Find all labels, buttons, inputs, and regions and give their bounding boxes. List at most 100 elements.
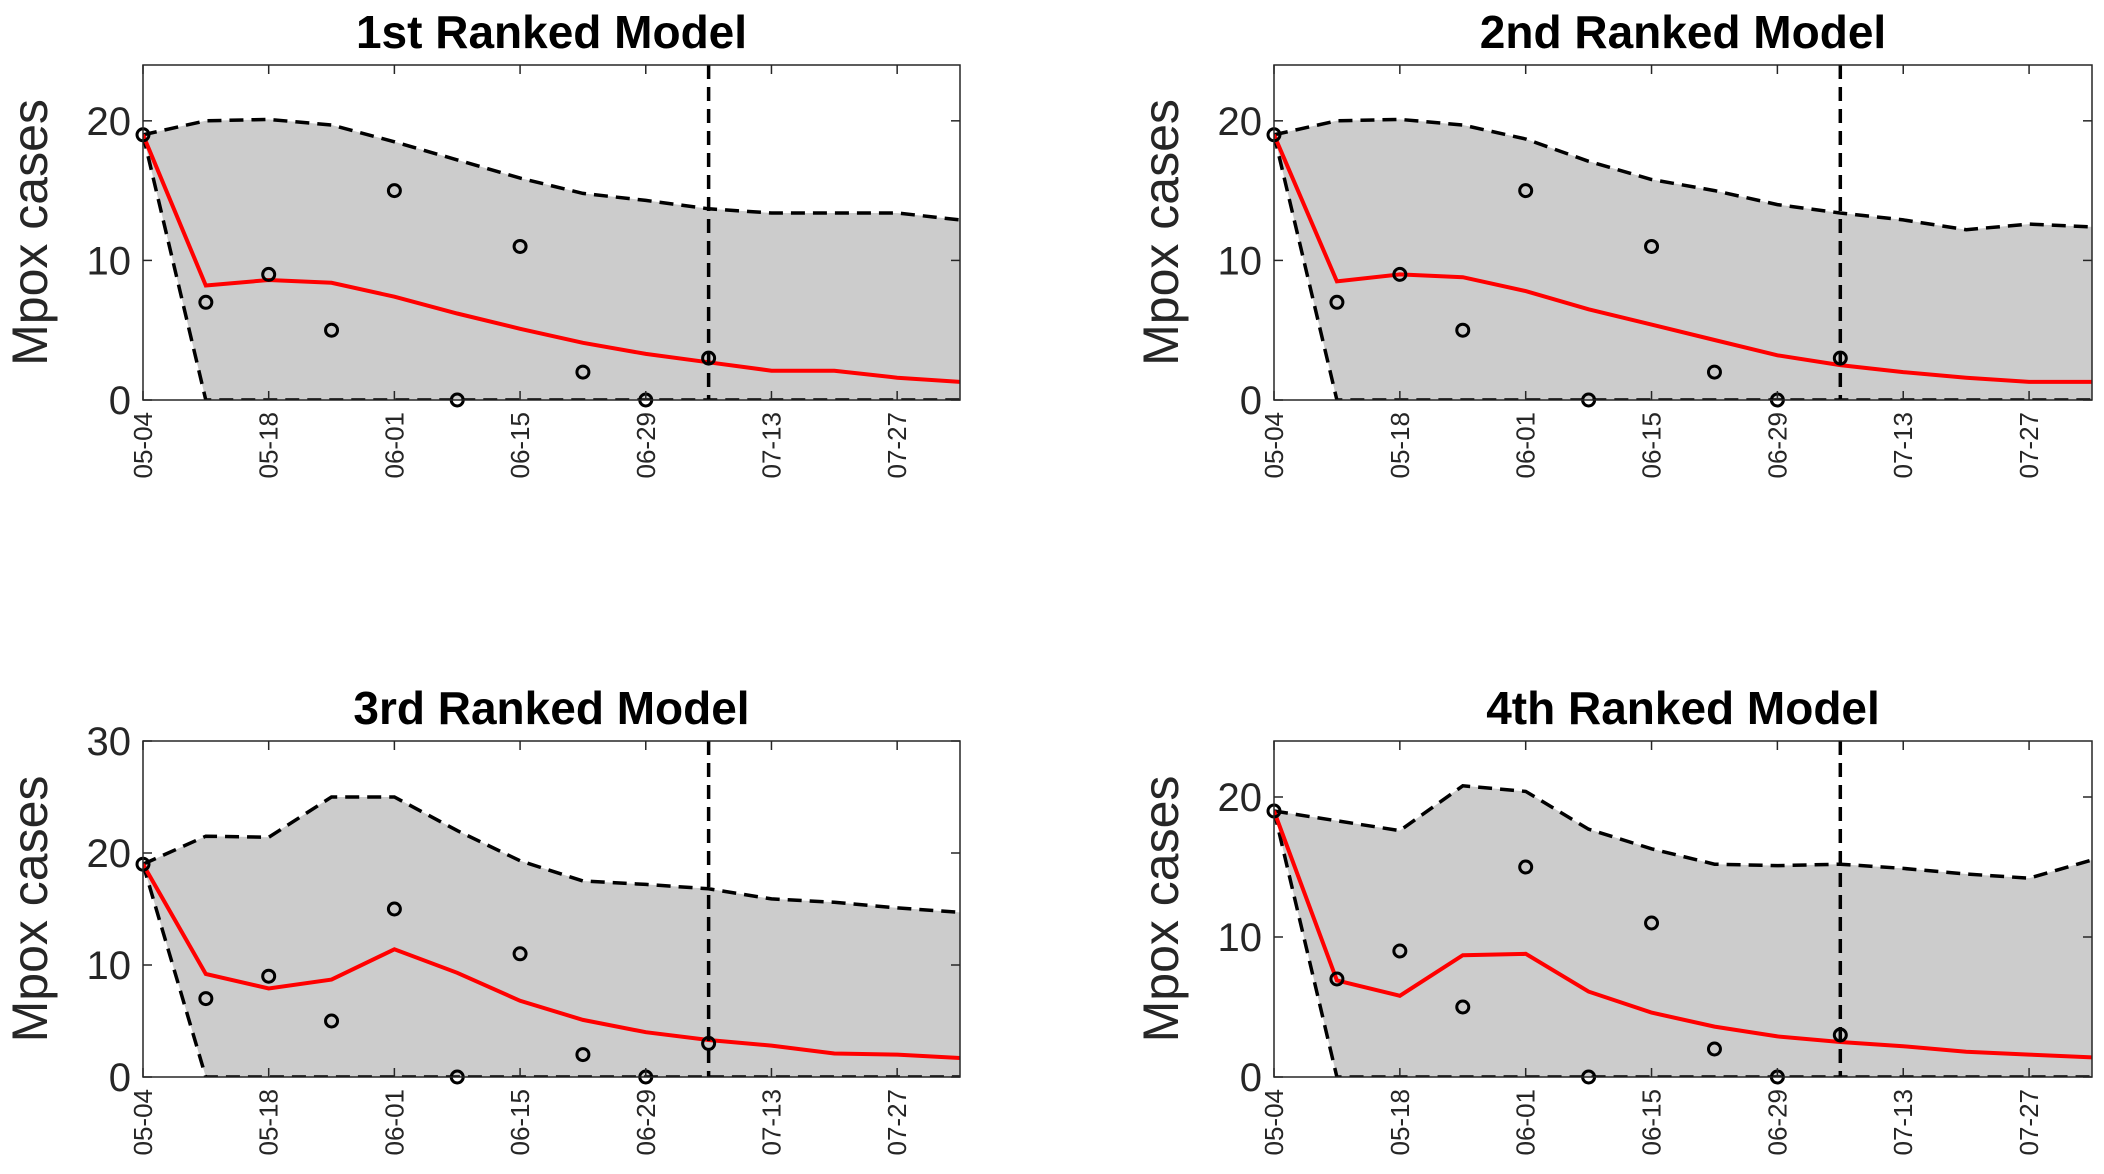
y-tick-label: 0 — [1240, 379, 1262, 423]
x-tick-label: 06-29 — [1762, 412, 1792, 479]
x-tick-label: 07-13 — [756, 1089, 786, 1156]
observed-point — [198, 991, 214, 1007]
observed-point — [1644, 915, 1660, 931]
y-tick-label: 0 — [109, 1056, 131, 1100]
x-tick-label: 06-29 — [1762, 1089, 1792, 1156]
axes-box — [1273, 64, 2093, 401]
observed-point — [701, 350, 717, 366]
observed-point — [324, 322, 340, 338]
axes-box — [142, 740, 961, 1078]
observed-point — [386, 183, 402, 199]
plot-area — [1274, 117, 2092, 400]
y-axis-label: Mpox cases — [2, 99, 58, 366]
upper-bound-line — [1274, 117, 2092, 232]
axes-box — [1273, 740, 2093, 1078]
x-tick-label: 05-04 — [128, 1089, 158, 1156]
chart-title: 4th Ranked Model — [1486, 682, 1880, 734]
observed-point — [1455, 999, 1471, 1015]
observed-point — [386, 901, 402, 917]
observed-point — [1518, 859, 1534, 875]
x-tick-label: 07-27 — [2014, 1089, 2044, 1156]
median-forecast-line — [1274, 134, 2092, 384]
uncertainty-band — [1274, 119, 2092, 400]
observed-point — [1392, 943, 1408, 959]
observed-point — [1832, 1027, 1848, 1043]
y-tick-label: 10 — [87, 239, 132, 283]
x-tick-label: 05-18 — [1385, 412, 1415, 479]
x-tick-label: 06-01 — [379, 1089, 409, 1156]
x-tick-label: 06-01 — [1511, 1089, 1541, 1156]
upper-bound-line — [143, 117, 960, 222]
x-tick-label: 06-15 — [1637, 1089, 1667, 1156]
y-tick-label: 10 — [1218, 916, 1263, 960]
observed-point — [1706, 1041, 1722, 1057]
observed-point — [575, 364, 591, 380]
x-tick-label: 06-01 — [1511, 412, 1541, 479]
y-axis-label: Mpox cases — [1133, 776, 1189, 1043]
observed-point — [324, 1013, 340, 1029]
chart-title: 3rd Ranked Model — [353, 682, 749, 734]
y-tick-label: 30 — [87, 720, 132, 764]
x-tick-label: 06-15 — [1637, 412, 1667, 479]
x-tick-label: 05-04 — [1259, 1089, 1289, 1156]
observed-point — [198, 294, 214, 310]
y-tick-label: 20 — [87, 100, 132, 144]
x-tick-label: 06-01 — [379, 412, 409, 479]
observed-point — [1329, 971, 1345, 987]
y-tick-label: 0 — [1240, 1056, 1262, 1100]
observed-point — [1329, 294, 1345, 310]
x-tick-label: 05-18 — [1385, 1089, 1415, 1156]
x-tick-label: 06-15 — [505, 1089, 535, 1156]
uncertainty-band — [143, 119, 960, 400]
chart-title: 1st Ranked Model — [356, 6, 747, 58]
x-tick-label: 05-18 — [254, 412, 284, 479]
x-tick-label: 05-04 — [1259, 412, 1289, 479]
y-axis-label: Mpox cases — [1133, 99, 1189, 366]
observed-point — [575, 1047, 591, 1063]
median-forecast-line — [143, 134, 960, 384]
observed-point — [1832, 350, 1848, 366]
chart-panel-1: 0 10 20 05-04 05-18 06-01 06-15 06-29 07-13 07-27… — [2, 6, 961, 479]
chart-panel-3: 0 10 20 30 05-04 05-18 06-01 06-15 06-29 07-13 07-… — [2, 682, 961, 1156]
observed-point — [512, 238, 528, 254]
observed-point — [1455, 322, 1471, 338]
y-tick-label: 0 — [109, 379, 131, 423]
x-tick-label: 07-13 — [756, 412, 786, 479]
upper-bound-line — [1274, 783, 2092, 880]
chart-panel-2: 0 10 20 05-04 05-18 06-01 06-15 06-29 07-13 07-27… — [1133, 6, 2093, 479]
observed-point — [1644, 238, 1660, 254]
y-tick-label: 20 — [1218, 100, 1263, 144]
plot-area — [143, 795, 960, 1077]
y-tick-label: 20 — [87, 832, 132, 876]
observed-point — [512, 946, 528, 962]
y-tick-label: 20 — [1218, 776, 1263, 820]
median-forecast-line — [143, 863, 960, 1060]
observed-point — [1392, 266, 1408, 282]
x-tick-label: 06-29 — [631, 1089, 661, 1156]
observed-point — [1706, 364, 1722, 380]
x-tick-label: 07-27 — [882, 1089, 912, 1156]
x-tick-label: 07-27 — [2014, 412, 2044, 479]
x-tick-label: 07-13 — [1888, 412, 1918, 479]
chart-panel-4: 0 10 20 05-04 05-18 06-01 06-15 06-29 07-13 07-27… — [1133, 682, 2093, 1156]
x-tick-label: 06-29 — [631, 412, 661, 479]
x-tick-label: 07-13 — [1888, 1089, 1918, 1156]
x-tick-label: 05-04 — [128, 412, 158, 479]
axes-box — [142, 64, 961, 401]
observed-point — [261, 266, 277, 282]
plot-area — [1274, 783, 2092, 1077]
plot-area — [143, 117, 960, 400]
x-tick-label: 05-18 — [254, 1089, 284, 1156]
observed-point — [1518, 183, 1534, 199]
uncertainty-band — [143, 797, 960, 1077]
y-tick-label: 10 — [1218, 239, 1263, 283]
y-tick-label: 10 — [87, 944, 132, 988]
y-axis-label: Mpox cases — [2, 776, 58, 1043]
median-forecast-line — [1274, 810, 2092, 1060]
x-tick-label: 06-15 — [505, 412, 535, 479]
observed-point — [701, 1035, 717, 1051]
chart-title: 2nd Ranked Model — [1480, 6, 1886, 58]
observed-point — [261, 968, 277, 984]
uncertainty-band — [1274, 785, 2092, 1077]
